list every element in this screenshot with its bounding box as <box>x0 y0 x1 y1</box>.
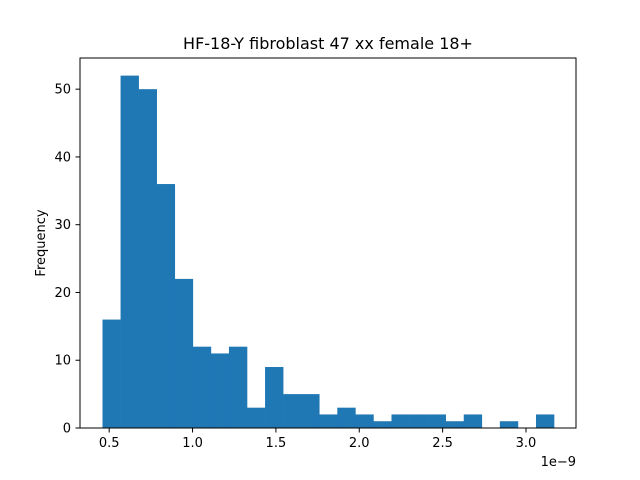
y-tick-label: 50 <box>54 83 71 98</box>
x-tick-label: 2.0 <box>349 436 370 451</box>
y-tick-label: 20 <box>54 286 71 301</box>
y-tick-label: 30 <box>54 218 71 233</box>
histogram-bar <box>283 394 302 428</box>
histogram-bar <box>120 75 139 428</box>
histogram-bar <box>391 414 410 428</box>
histogram-bar <box>265 367 284 428</box>
axes-frame <box>79 57 577 429</box>
histogram-bar <box>355 414 374 428</box>
histogram-bar <box>138 89 157 429</box>
histogram-bar <box>427 414 446 428</box>
histogram-bar <box>409 414 428 428</box>
x-tick-label: 3.0 <box>516 436 537 451</box>
x-tick-label: 2.5 <box>432 436 453 451</box>
histogram-bar <box>192 346 212 428</box>
histogram-bar <box>301 394 320 428</box>
histogram-bar <box>535 414 555 428</box>
histogram-bar <box>319 414 338 428</box>
histogram-bar <box>210 353 230 428</box>
x-tick-label: 0.5 <box>99 436 120 451</box>
histogram-bar <box>247 407 266 428</box>
histogram-bar <box>337 407 356 428</box>
chart-title: HF-18-Y fibroblast 47 xx female 18+ <box>183 34 473 53</box>
histogram-bar <box>174 278 194 428</box>
x-axis-offset-text: 1e−9 <box>541 455 576 470</box>
x-tick-label: 1.5 <box>266 436 287 451</box>
y-tick-label: 0 <box>63 422 71 437</box>
histogram-bar <box>445 421 465 428</box>
histogram-bar <box>463 414 483 428</box>
histogram-bar <box>228 346 248 428</box>
histogram-bar <box>373 421 392 428</box>
x-axis: 0.5 1.0 1.5 2.0 2.5 3.0 <box>99 428 536 451</box>
y-tick-label: 40 <box>54 150 71 165</box>
histogram-bar <box>156 184 176 428</box>
x-tick-label: 1.0 <box>182 436 203 451</box>
histogram-bars <box>102 75 555 429</box>
y-tick-label: 10 <box>54 354 71 369</box>
histogram-bar <box>102 319 121 428</box>
y-axis: 0 10 20 30 40 50 <box>54 83 80 437</box>
y-axis-label: Frequency <box>34 209 49 276</box>
histogram-bar <box>499 421 519 428</box>
